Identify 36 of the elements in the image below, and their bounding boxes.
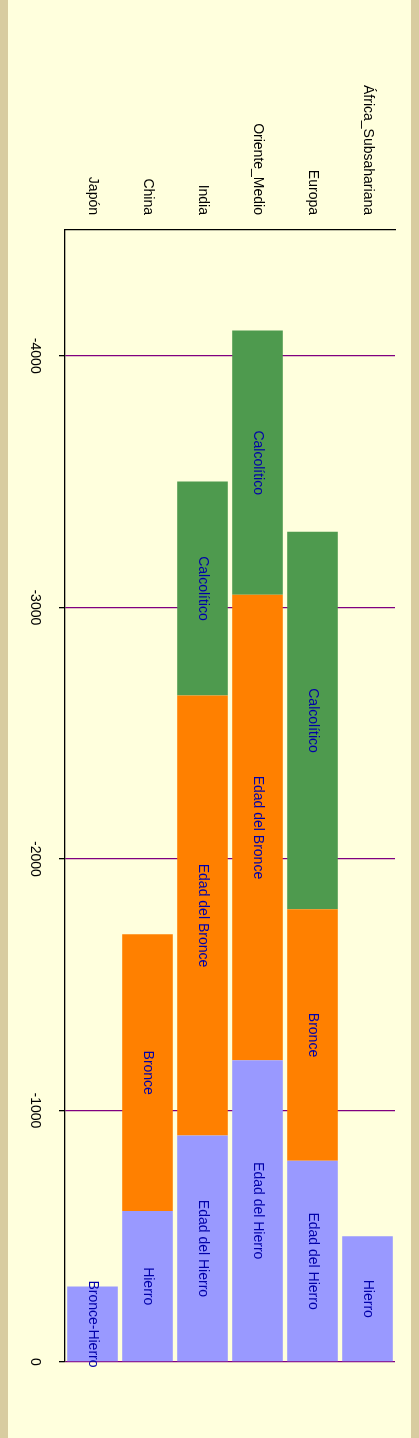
x-tick-label: África_Subsahariana [360, 85, 377, 216]
y-tick-label: 0 [28, 1358, 45, 1367]
bar [177, 695, 228, 1136]
x-tick-label: Japón [85, 176, 102, 215]
y-tick-label: -2000 [28, 840, 45, 877]
bar [177, 481, 228, 696]
data-label: Bronce [140, 1050, 157, 1096]
y-tick-label: -1000 [28, 1092, 45, 1129]
x-tick-label: Europa [305, 169, 322, 216]
bar [122, 934, 173, 1212]
bar [287, 909, 338, 1161]
data-label: Bronce-Hierro [85, 1280, 102, 1368]
bar [177, 1135, 228, 1362]
data-label: Edad del Bronce [250, 775, 267, 880]
x-tick-label: Oriente_Medio [250, 123, 267, 216]
bar [232, 1060, 283, 1362]
data-label: Hierro [360, 1279, 377, 1319]
y-tick-label: -4000 [28, 337, 45, 374]
data-label: Hierro [140, 1267, 157, 1306]
bar [342, 1236, 393, 1362]
x-tick-label: India [195, 184, 212, 216]
data-label: Calcolítico [305, 688, 322, 754]
bar [232, 330, 283, 595]
data-label: Edad del Hierro [305, 1212, 322, 1310]
bar [287, 531, 338, 910]
data-label: Bronce [305, 1012, 322, 1058]
x-tick-label: China [140, 178, 157, 216]
data-label: Edad del Bronce [195, 863, 212, 968]
bar [287, 1160, 338, 1362]
data-label: Calcolítico [250, 430, 267, 496]
bar [122, 1211, 173, 1362]
data-label: Edad del Hierro [195, 1199, 212, 1298]
bar [232, 594, 283, 1061]
y-tick-label: -3000 [28, 589, 45, 626]
data-label: Edad del Hierro [250, 1162, 267, 1260]
data-label: Calcolítico [195, 556, 212, 621]
